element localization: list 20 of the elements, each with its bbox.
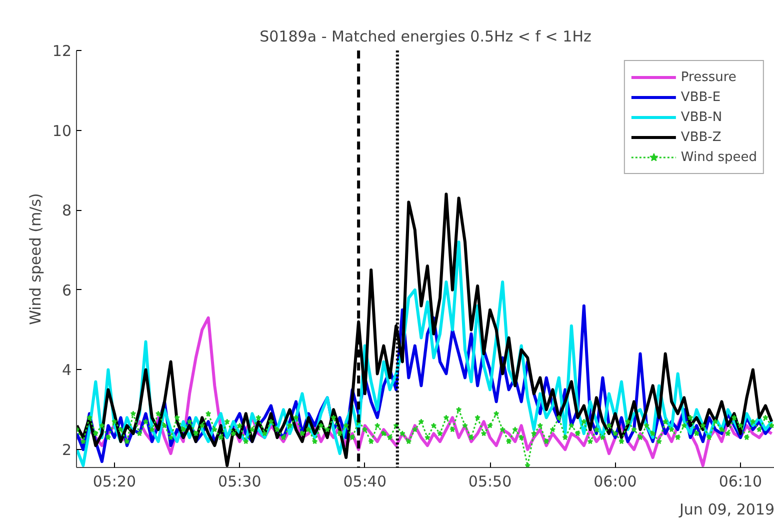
x-tick-label: 05:30 — [218, 472, 262, 490]
y-axis-title: Wind speed (m/s) — [26, 193, 44, 325]
x-tick-label: 05:50 — [468, 472, 512, 490]
legend-label: Wind speed — [680, 149, 757, 165]
legend-label: Pressure — [680, 69, 736, 85]
chart-title: S0189a - Matched energies 0.5Hz < f < 1Hz — [260, 28, 592, 46]
x-tick-label: 06:00 — [594, 472, 637, 490]
text: Jun 09, 2019 — [678, 500, 774, 518]
legend-label: VBB-Z — [680, 129, 722, 145]
y-tick-label: 4 — [62, 361, 72, 380]
x-tick-label: 06:10 — [718, 472, 762, 490]
y-tick-label: 6 — [62, 281, 72, 300]
x-tick-label: 05:40 — [343, 472, 386, 490]
legend-label: VBB-E — [680, 89, 721, 105]
y-tick-label: 12 — [52, 42, 72, 60]
legend-label: VBB-N — [680, 109, 722, 125]
y-tick-label: 10 — [52, 122, 72, 140]
x-tick-label: 05:20 — [92, 472, 136, 490]
y-tick-label: 2 — [62, 441, 72, 460]
y-tick-label: 8 — [62, 202, 72, 220]
